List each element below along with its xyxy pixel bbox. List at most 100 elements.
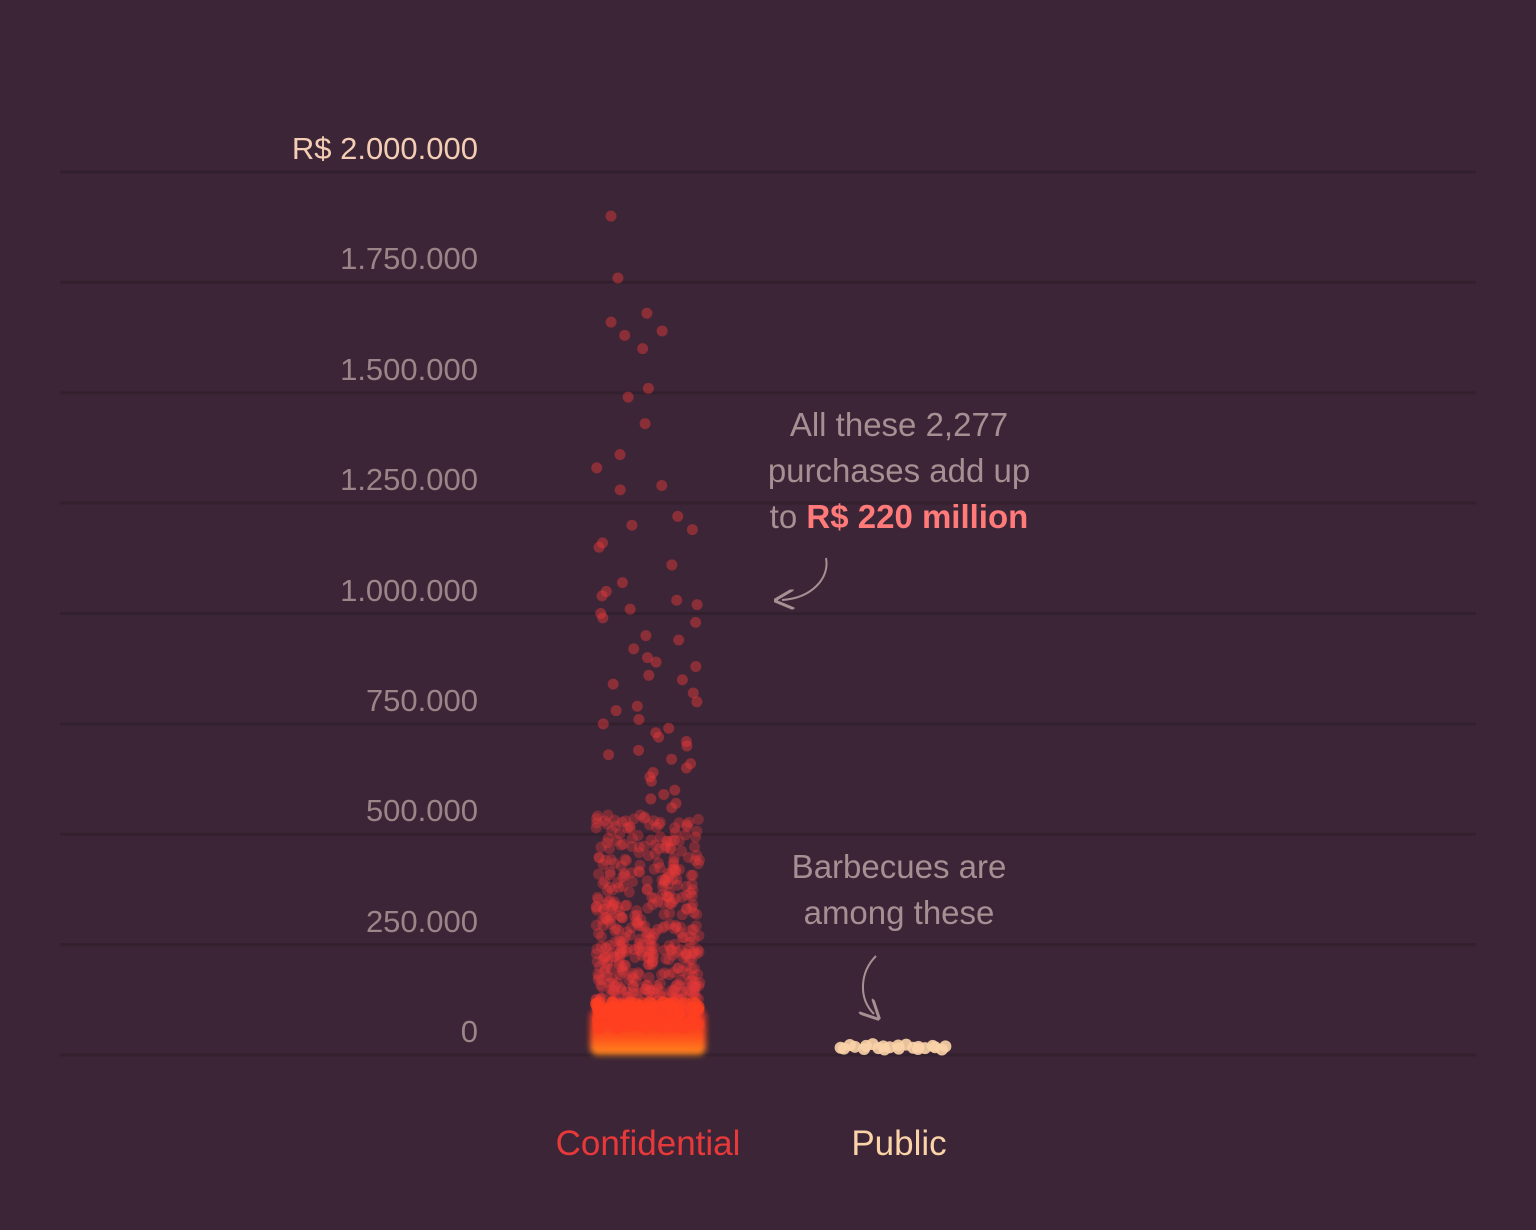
confidential-dot <box>631 905 643 917</box>
confidential-dot <box>653 843 665 855</box>
confidential-dot <box>634 859 646 871</box>
confidential-dot <box>648 863 660 875</box>
confidential-dot <box>670 980 682 992</box>
confidential-dot <box>647 899 659 911</box>
confidential-dot <box>610 820 622 832</box>
confidential-dot <box>631 917 643 929</box>
confidential-dot <box>602 955 614 967</box>
confidential-dot <box>647 931 659 943</box>
confidential-dot <box>633 865 645 877</box>
confidential-dot <box>686 974 698 986</box>
confidential-dot <box>688 933 700 945</box>
confidential-dot <box>643 959 655 971</box>
confidential-dot <box>656 888 668 900</box>
confidential-dot <box>690 980 702 992</box>
confidential-dot <box>649 927 661 939</box>
confidential-dot <box>689 981 701 993</box>
confidential-dot <box>616 985 628 997</box>
confidential-dot <box>617 937 629 949</box>
confidential-dot <box>675 974 687 986</box>
confidential-dot <box>595 841 607 853</box>
confidential-dot <box>604 881 616 893</box>
y-tick-label: 1.000.000 <box>340 572 478 608</box>
confidential-dot <box>613 1013 626 1026</box>
confidential-dot <box>641 307 653 319</box>
confidential-dot <box>625 867 637 879</box>
confidential-dot <box>643 971 655 983</box>
confidential-dot <box>620 815 632 827</box>
confidential-dot <box>663 940 675 952</box>
confidential-dot <box>682 852 694 864</box>
confidential-dot <box>604 939 616 951</box>
confidential-dot <box>693 980 705 992</box>
confidential-dot <box>641 652 653 664</box>
annotation-barbecues-line-1: Barbecues are <box>791 848 1007 885</box>
confidential-dot <box>683 943 695 955</box>
confidential-dot <box>591 813 603 825</box>
confidential-dot <box>656 325 668 337</box>
confidential-dot <box>693 854 705 866</box>
confidential-dot <box>663 891 675 903</box>
annotation-arrow-total <box>782 557 828 600</box>
confidential-dot <box>667 863 679 875</box>
confidential-dot <box>643 669 655 681</box>
confidential-dot <box>669 822 681 834</box>
confidential-dot <box>606 903 618 915</box>
confidential-dot <box>615 860 627 872</box>
confidential-dot <box>681 960 693 972</box>
confidential-dot <box>593 541 605 553</box>
confidential-dot <box>600 854 612 866</box>
confidential-dot <box>591 956 603 968</box>
confidential-dot <box>659 873 671 885</box>
confidential-dot <box>663 954 675 966</box>
confidential-dot <box>686 963 698 975</box>
confidential-dot <box>627 980 639 992</box>
confidential-dot <box>654 977 666 989</box>
confidential-dot <box>622 822 634 834</box>
confidential-dot <box>658 908 670 920</box>
confidential-dot <box>665 835 677 847</box>
confidential-dot <box>616 942 628 954</box>
confidential-dot <box>646 958 658 970</box>
confidential-dot <box>612 924 624 936</box>
confidential-dot <box>680 903 692 915</box>
confidential-dot <box>605 909 617 921</box>
confidential-dot <box>681 903 693 915</box>
confidential-dot <box>663 722 675 734</box>
confidential-dot <box>668 923 680 935</box>
confidential-dot <box>636 1011 649 1024</box>
confidential-dot <box>596 981 608 993</box>
confidential-dot <box>650 727 662 739</box>
confidential-dot <box>626 519 638 531</box>
confidential-dot <box>667 858 679 870</box>
public-dots <box>834 1038 952 1056</box>
confidential-dot <box>641 884 653 896</box>
confidential-dot <box>613 905 625 917</box>
confidential-dot <box>593 928 605 940</box>
confidential-dot <box>615 910 627 922</box>
confidential-dot <box>592 891 604 903</box>
gridlines <box>60 170 1476 1057</box>
confidential-dot <box>665 842 677 854</box>
confidential-dot <box>681 948 693 960</box>
confidential-dot <box>651 979 663 991</box>
confidential-dot <box>680 947 692 959</box>
confidential-dot <box>686 878 698 890</box>
confidential-dot <box>680 982 692 994</box>
confidential-dot <box>609 925 621 937</box>
confidential-dot <box>664 897 676 909</box>
confidential-dot <box>604 866 616 878</box>
confidential-dot <box>675 921 687 933</box>
confidential-dot <box>597 953 609 965</box>
confidential-dot <box>652 896 664 908</box>
confidential-dot <box>614 828 626 840</box>
y-tick-label: 750.000 <box>365 682 478 718</box>
confidential-dot <box>687 884 699 896</box>
confidential-dot <box>676 931 688 943</box>
confidential-dot <box>613 958 625 970</box>
confidential-dot <box>662 878 674 890</box>
confidential-dot <box>668 856 680 868</box>
confidential-dot <box>602 809 614 821</box>
confidential-dot <box>605 963 617 975</box>
